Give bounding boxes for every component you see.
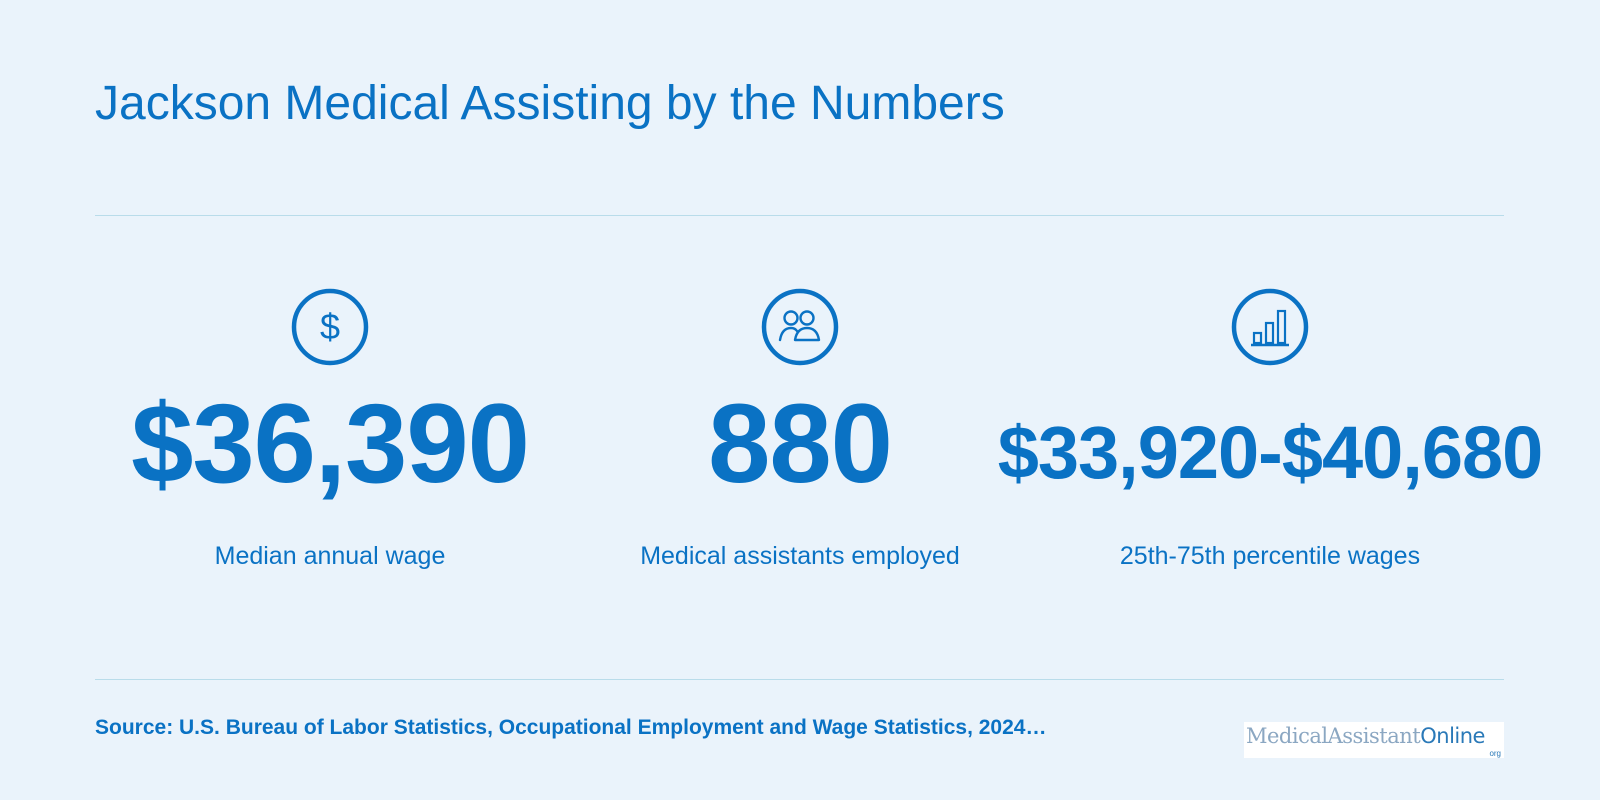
source-citation: Source: U.S. Bureau of Labor Statistics,… — [95, 716, 1047, 739]
top-divider — [95, 215, 1504, 216]
bottom-divider — [95, 679, 1504, 680]
logo-suffix: org — [1489, 749, 1501, 758]
stat-employed: 880 Medical assistants employed — [500, 288, 1100, 588]
stat-label: 25th-75th percentile wages — [1119, 542, 1421, 570]
stat-label: Median annual wage — [214, 542, 446, 570]
stat-label: Medical assistants employed — [640, 542, 960, 570]
people-icon — [761, 288, 839, 366]
stat-value: $33,920-$40,680 — [997, 411, 1544, 494]
page-title: Jackson Medical Assisting by the Numbers — [95, 77, 1005, 130]
logo-name-part1: MedicalAssistant — [1246, 724, 1421, 748]
stat-value: 880 — [708, 381, 893, 506]
stat-median-wage: $ $36,390 Median annual wage — [30, 288, 630, 588]
logo-wordmark: MedicalAssistantOnline — [1246, 724, 1485, 748]
stat-percentile-wages: $33,920-$40,680 25th-75th percentile wag… — [970, 288, 1570, 588]
svg-text:$: $ — [320, 306, 340, 347]
site-logo[interactable]: MedicalAssistantOnline org — [1244, 722, 1504, 758]
logo-name-part2: Online — [1420, 724, 1485, 748]
stat-value: $36,390 — [131, 381, 530, 506]
dollar-icon: $ — [291, 288, 369, 366]
bar-chart-icon — [1231, 288, 1309, 366]
